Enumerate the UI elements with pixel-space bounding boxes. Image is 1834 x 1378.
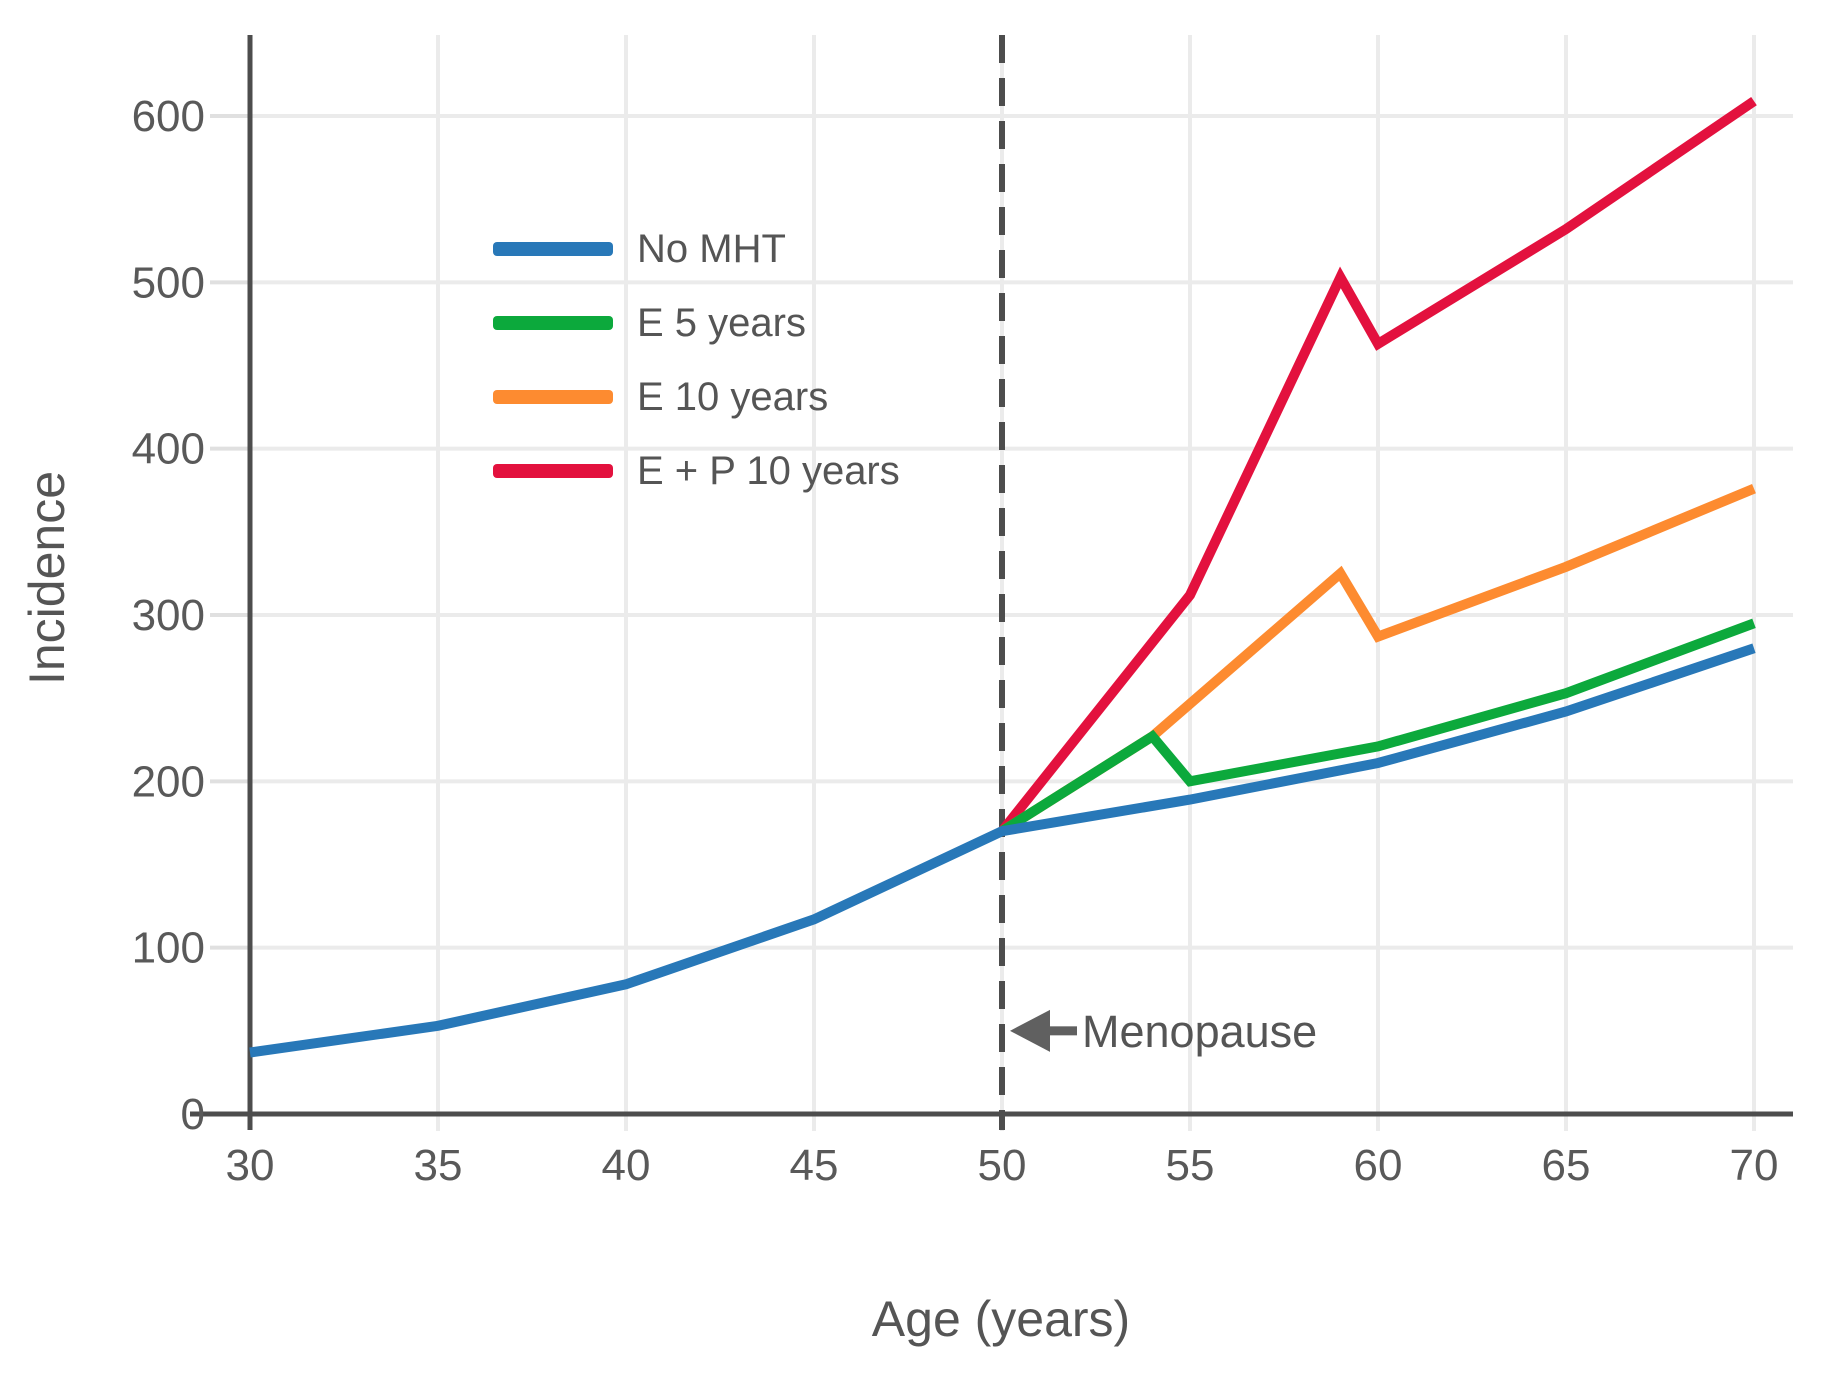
legend: No MHT E 5 years E 10 years E + P 10 yea… — [493, 212, 900, 508]
x-tick-label: 65 — [1542, 1141, 1591, 1190]
legend-label-e10: E 10 years — [637, 374, 829, 419]
y-tick-label: 600 — [132, 92, 205, 141]
legend-swatch-ep10 — [493, 464, 613, 478]
legend-label-ep10: E + P 10 years — [637, 448, 900, 493]
y-tick-label: 300 — [132, 591, 205, 640]
x-tick-label: 55 — [1166, 1141, 1215, 1190]
x-tick-label: 30 — [226, 1141, 275, 1190]
legend-swatch-e10 — [493, 390, 613, 404]
menopause-arrow-icon — [1010, 1009, 1050, 1052]
x-tick-label: 35 — [414, 1141, 463, 1190]
legend-label-e5: E 5 years — [637, 300, 806, 345]
menopause-arrow-shaft — [1044, 1026, 1077, 1036]
y-tick-label: 0 — [181, 1090, 205, 1139]
x-tick-label: 60 — [1354, 1141, 1403, 1190]
series-line-e-5-years — [999, 618, 1756, 836]
y-axis-title: Incidence — [19, 470, 75, 686]
legend-swatch-no-mht — [493, 242, 613, 256]
x-axis-title: Age (years) — [871, 1291, 1131, 1347]
y-tick-label: 500 — [132, 258, 205, 307]
y-tick-label: 200 — [132, 757, 205, 806]
x-tick-label: 50 — [978, 1141, 1027, 1190]
series-line-e-p-10-years — [998, 96, 1757, 835]
legend-item-ep10: E + P 10 years — [493, 434, 900, 508]
y-tick-label: 400 — [132, 425, 205, 474]
legend-item-e10: E 10 years — [493, 360, 900, 434]
legend-item-no-mht: No MHT — [493, 212, 900, 286]
y-tick-label: 100 — [132, 924, 205, 973]
menopause-annotation-text: Menopause — [1082, 1006, 1317, 1057]
x-tick-label: 40 — [602, 1141, 651, 1190]
x-tick-label: 70 — [1730, 1141, 1779, 1190]
legend-item-e5: E 5 years — [493, 286, 900, 360]
legend-label-no-mht: No MHT — [637, 226, 786, 271]
x-tick-label: 45 — [790, 1141, 839, 1190]
legend-swatch-e5 — [493, 316, 613, 330]
series-line-no-mht — [249, 643, 1756, 1058]
